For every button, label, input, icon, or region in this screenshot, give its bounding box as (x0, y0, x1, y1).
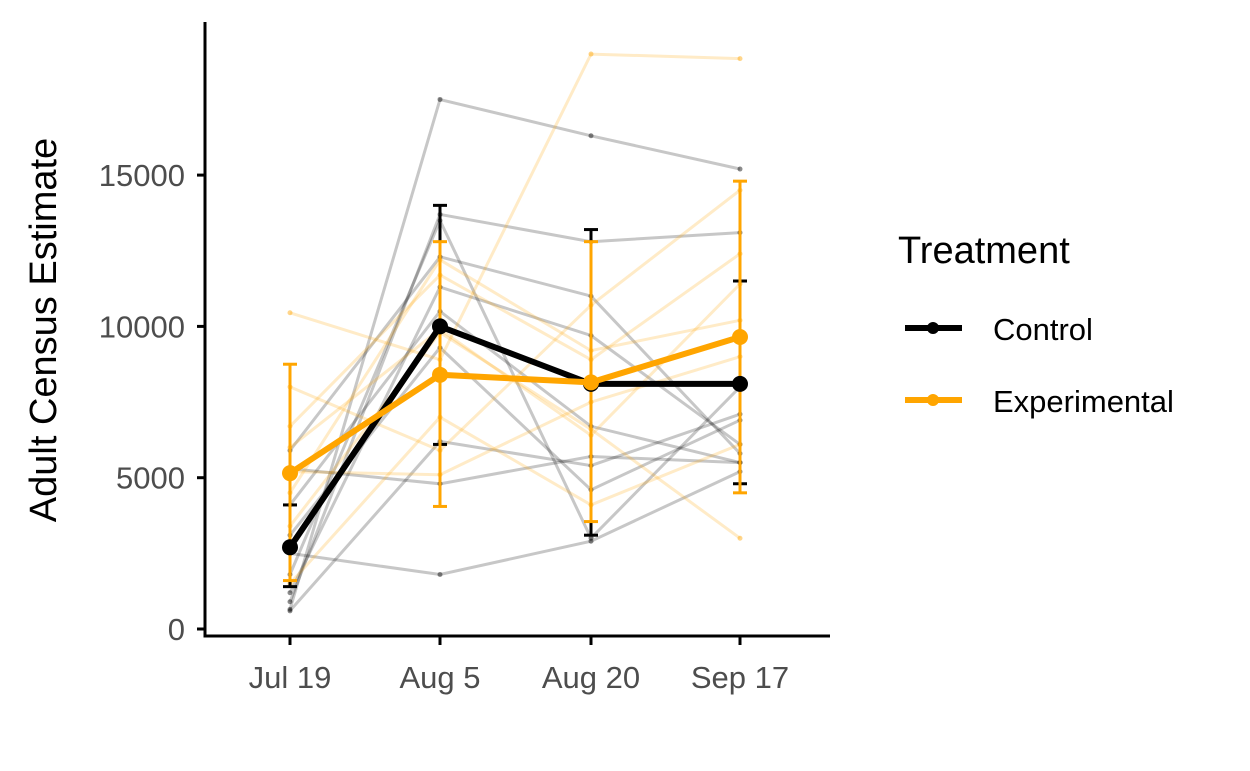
legend: Treatment Control Experimental (898, 230, 1174, 419)
individual-line-control (288, 255, 742, 455)
y-tick-label: 0 (168, 612, 185, 647)
axes (203, 22, 830, 638)
individual-point-control (588, 538, 594, 544)
series-point-experimental (282, 465, 298, 482)
y-axis-title: Adult Census Estimate (23, 138, 65, 522)
individual-point-control (588, 133, 594, 139)
individual-line-control (288, 412, 741, 612)
y-tick-label: 15000 (99, 158, 185, 193)
individual-line-experimental (288, 252, 741, 428)
individual-point-control (737, 166, 743, 172)
legend-label-control: Control (993, 312, 1093, 347)
individual-line-control (288, 97, 741, 610)
series-line-experimental (288, 334, 741, 476)
individual-line-experimental (289, 355, 741, 477)
series-point-experimental (732, 328, 748, 345)
legend-marker-control (927, 322, 939, 334)
individual-point-control (287, 606, 293, 612)
legend-marker-experimental (927, 394, 939, 406)
y-tick-label: 10000 (99, 309, 185, 344)
individual-line-experimental (288, 415, 741, 585)
y-ticks: 0 5000 10000 15000 (99, 158, 205, 647)
individual-point-control (588, 535, 594, 541)
series-point-control (432, 318, 448, 335)
individual-point-control (287, 590, 293, 596)
individual-point-control (437, 96, 443, 102)
y-tick-label: 5000 (116, 461, 185, 496)
x-tick-label: Jul 19 (249, 660, 332, 695)
x-tick-label: Aug 5 (399, 660, 480, 695)
individual-line-experimental (288, 257, 741, 494)
x-tick-label: Sep 17 (691, 660, 789, 695)
individual-line-control (288, 212, 741, 603)
series-point-control (732, 375, 748, 392)
individual-point-control (437, 572, 443, 578)
individual-line-control (288, 216, 742, 576)
legend-title: Treatment (898, 230, 1070, 272)
individual-point-experimental (287, 310, 293, 316)
individual-point-control (287, 608, 293, 614)
individual-point-experimental (737, 535, 743, 541)
x-ticks: Jul 19 Aug 5 Aug 20 Sep 17 (249, 636, 789, 695)
individual-point-experimental (737, 56, 743, 62)
series-point-control (282, 539, 298, 556)
individual-line-control (289, 470, 741, 577)
individual-lines (287, 51, 743, 614)
individual-point-control (287, 599, 293, 605)
x-tick-label: Aug 20 (542, 660, 640, 695)
mean-lines (282, 318, 748, 556)
series-point-experimental (583, 374, 599, 391)
legend-item-control: Control (905, 312, 1093, 347)
legend-label-experimental: Experimental (993, 384, 1174, 419)
individual-line-control (289, 454, 741, 486)
series-point-experimental (432, 366, 448, 383)
individual-line-control (288, 309, 741, 506)
series-line-control (287, 323, 740, 549)
individual-point-experimental (588, 51, 594, 57)
legend-item-experimental: Experimental (905, 384, 1174, 419)
individual-line-experimental (289, 52, 741, 362)
